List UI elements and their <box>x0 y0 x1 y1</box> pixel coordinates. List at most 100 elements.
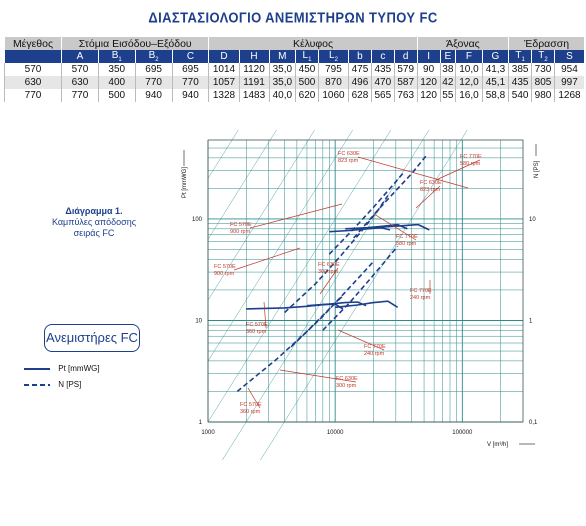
col-header: B2 <box>134 50 173 63</box>
col-header: D <box>208 50 239 63</box>
x-tick-label: 1000 <box>201 430 215 436</box>
table-cell: 500 <box>295 76 319 89</box>
diagram-title: Διάγραμμα 1. <box>65 206 123 216</box>
resistance-line <box>222 130 430 460</box>
label-leader <box>373 213 417 241</box>
col-header: F <box>455 50 483 63</box>
legend-n-label: N [PS] <box>58 380 82 389</box>
col-header: T1 <box>508 50 532 63</box>
col-header: G <box>481 50 509 63</box>
label-leader <box>233 247 301 271</box>
curve-label-name: FC 570E <box>240 402 262 408</box>
curve-label-name: FC 570E <box>230 222 252 228</box>
table-cell: 12,0 <box>455 76 483 89</box>
table-cell: 475 <box>348 63 372 76</box>
table-cell: 435 <box>508 76 532 89</box>
x-tick-label: 100000 <box>452 430 473 436</box>
table-cell: 695 <box>171 63 209 76</box>
legend-pt: Pt [mmWG] <box>24 364 100 373</box>
diagram-caption: Διάγραμμα 1. Καμπύλες απόδοσης σειράς FC <box>36 206 152 239</box>
table-cell: 870 <box>317 76 349 89</box>
table-cell: 35,0 <box>268 76 296 89</box>
label-leader <box>357 156 469 189</box>
size-cell: 770 <box>4 89 62 102</box>
table-cell: 450 <box>295 63 319 76</box>
table-cell: 500 <box>97 89 136 102</box>
table-cell: 587 <box>393 76 418 89</box>
resistance-line <box>260 130 468 460</box>
curve-label-rpm: 823 rpm <box>420 187 441 193</box>
col-header: C <box>171 50 209 63</box>
curve-label-rpm: 240 rpm <box>364 351 385 357</box>
col-size-empty <box>4 50 62 63</box>
dashed-line-icon <box>24 383 50 386</box>
n-curve <box>328 173 404 255</box>
label-leader <box>247 387 261 409</box>
n-curve <box>284 195 389 314</box>
resistance-line <box>207 130 277 240</box>
table-cell: 350 <box>97 63 136 76</box>
resistance-line <box>207 130 315 301</box>
size-cell: 570 <box>4 63 62 76</box>
label-leader <box>435 159 481 181</box>
table-cell: 630 <box>61 76 99 89</box>
col-header: E <box>439 50 456 63</box>
table-cell: 1268 <box>553 89 584 102</box>
y-left-tick-label: 100 <box>192 217 203 223</box>
table-cell: 10,0 <box>455 63 483 76</box>
table-cell: 45,1 <box>481 76 509 89</box>
table-cell: 496 <box>348 76 372 89</box>
y-right-tick-label: 0,1 <box>529 420 538 426</box>
curve-label-name: FC 630E <box>336 376 358 382</box>
table-cell: 628 <box>348 89 372 102</box>
label-leader <box>319 267 339 295</box>
curve-label-name: FC 570E <box>214 264 236 270</box>
y-right-tick-label: 1 <box>529 318 533 324</box>
y-left-axis-label: Pt [mmWG] <box>182 167 188 198</box>
pt-curve <box>367 223 430 231</box>
solid-line-icon <box>24 367 50 370</box>
curve-label-rpm: 580 rpm <box>396 241 417 247</box>
curve-label-name: FC 770E <box>396 234 418 240</box>
table-cell: 770 <box>171 76 209 89</box>
table-cell: 565 <box>370 89 395 102</box>
size-cell: 630 <box>4 76 62 89</box>
table-cell: 1014 <box>208 63 239 76</box>
table-cell: 470 <box>370 76 395 89</box>
col-header: L2 <box>317 50 349 63</box>
group-casing: Κέλυφος <box>208 37 418 50</box>
col-header: L1 <box>295 50 319 63</box>
diagram-subtitle-1: Καμπύλες απόδοσης <box>51 217 137 227</box>
col-header: A <box>61 50 99 63</box>
curve-label-name: FC 630E <box>338 151 360 157</box>
fc-fans-box: Ανεμιστήρες FC <box>44 324 140 352</box>
table-cell: 35,0 <box>268 63 296 76</box>
legend-n: N [PS] <box>24 380 81 389</box>
resistance-line <box>207 130 392 423</box>
page-title: ΔΙΑΣΤΑΣΙΟΛΟΓΙΟ ΑΝΕΜΙΣΤΗΡΩΝ ΤΥΠΟΥ FC <box>148 8 438 27</box>
label-leader <box>415 185 441 209</box>
pt-curve <box>306 301 367 307</box>
table-cell: 940 <box>134 89 173 102</box>
group-ports: Στόμια Εισόδου–Εξόδου <box>60 37 209 50</box>
table-cell: 795 <box>317 63 349 76</box>
table-row: 630 630 400 770 770 1057 1191 35,0 500 870 496 470 5… <box>4 76 584 89</box>
col-header: H <box>238 50 270 63</box>
table-row: 570 570 350 695 695 1014 1120 35,0 450 795 475 435 5… <box>4 63 584 76</box>
table-cell: 42 <box>439 76 456 89</box>
curve-label-name: FC 570E <box>246 322 268 328</box>
chart-frame <box>207 139 524 423</box>
table-cell: 997 <box>553 76 584 89</box>
performance-chart: 1000 10000 100000 1 10 100 0,1 1 10 V [m³/h] Pt [m… <box>182 130 540 460</box>
diagram-subtitle-2: σειράς FC <box>73 228 115 238</box>
resistance-line <box>207 130 353 362</box>
col-header: T2 <box>531 50 555 63</box>
table-cell: 570 <box>61 63 99 76</box>
curve-label-rpm: 300 rpm <box>336 383 357 389</box>
group-base: Έδρασση <box>508 37 584 50</box>
y-left-tick-label: 1 <box>199 420 203 426</box>
table-cell: 770 <box>61 89 99 102</box>
table-cell: 805 <box>531 76 555 89</box>
y-right-axis-label: N [PS] <box>534 160 540 178</box>
table-row: 770 770 500 940 940 1328 1483 40,0 620 1060 628 565… <box>4 89 584 102</box>
